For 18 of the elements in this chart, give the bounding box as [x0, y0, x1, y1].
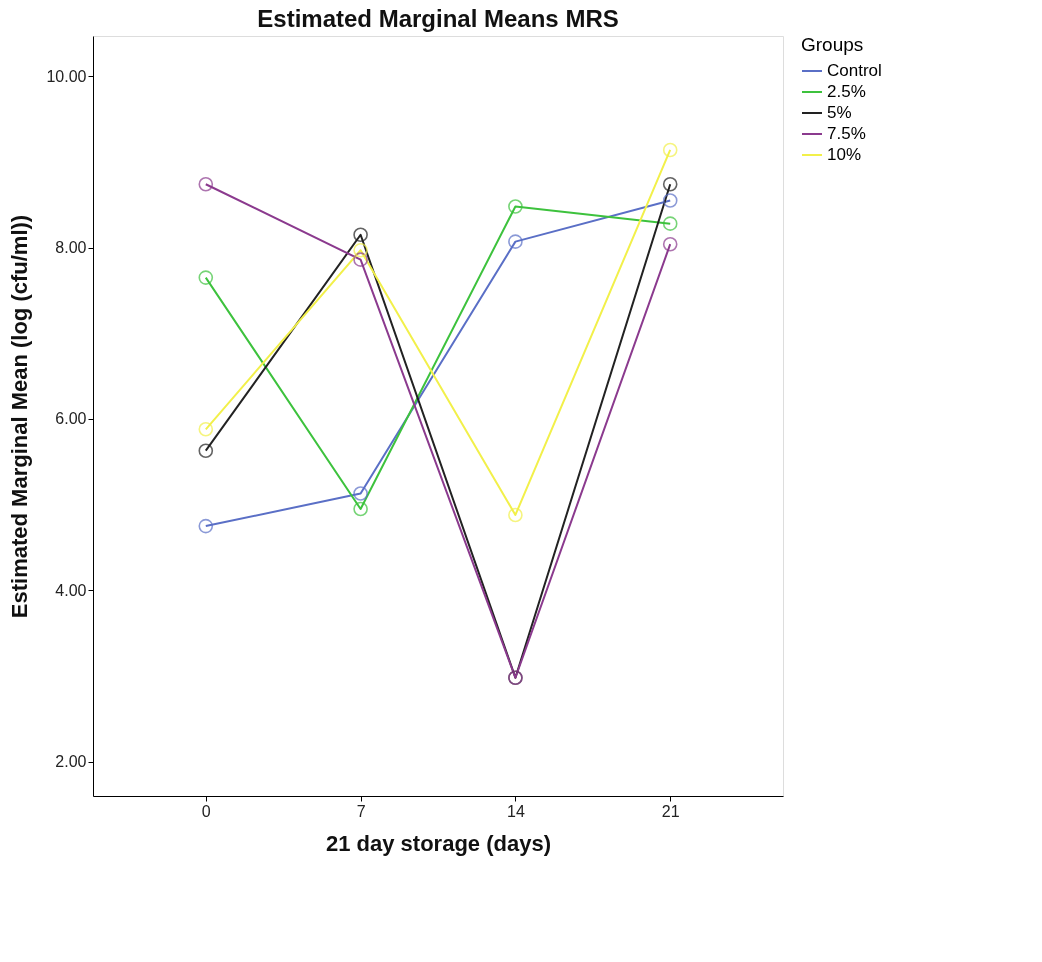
legend-title: Groups	[801, 34, 864, 55]
x-tick-label: 14	[507, 802, 525, 820]
chart-title: Estimated Marginal Means MRS	[257, 5, 619, 32]
y-tick-label: 6.00	[55, 410, 87, 428]
x-tick-label: 7	[356, 802, 366, 820]
legend-label: 5%	[827, 103, 852, 122]
x-axis-title: 21 day storage (days)	[326, 830, 551, 856]
legend-label: 10%	[827, 145, 862, 164]
legend-label: Control	[827, 61, 882, 80]
y-tick-label: 8.00	[55, 239, 87, 257]
y-tick-label: 2.00	[55, 753, 87, 771]
x-tick-label: 0	[201, 802, 211, 820]
legend-label: 2.5%	[827, 82, 866, 101]
y-tick-label: 4.00	[55, 581, 87, 599]
x-tick-label: 21	[661, 802, 680, 820]
y-axis-title: Estimated Marginal Mean (log (cfu/ml))	[7, 214, 33, 619]
legend-label: 7.5%	[827, 124, 866, 143]
y-tick-label: 10.00	[46, 67, 87, 85]
